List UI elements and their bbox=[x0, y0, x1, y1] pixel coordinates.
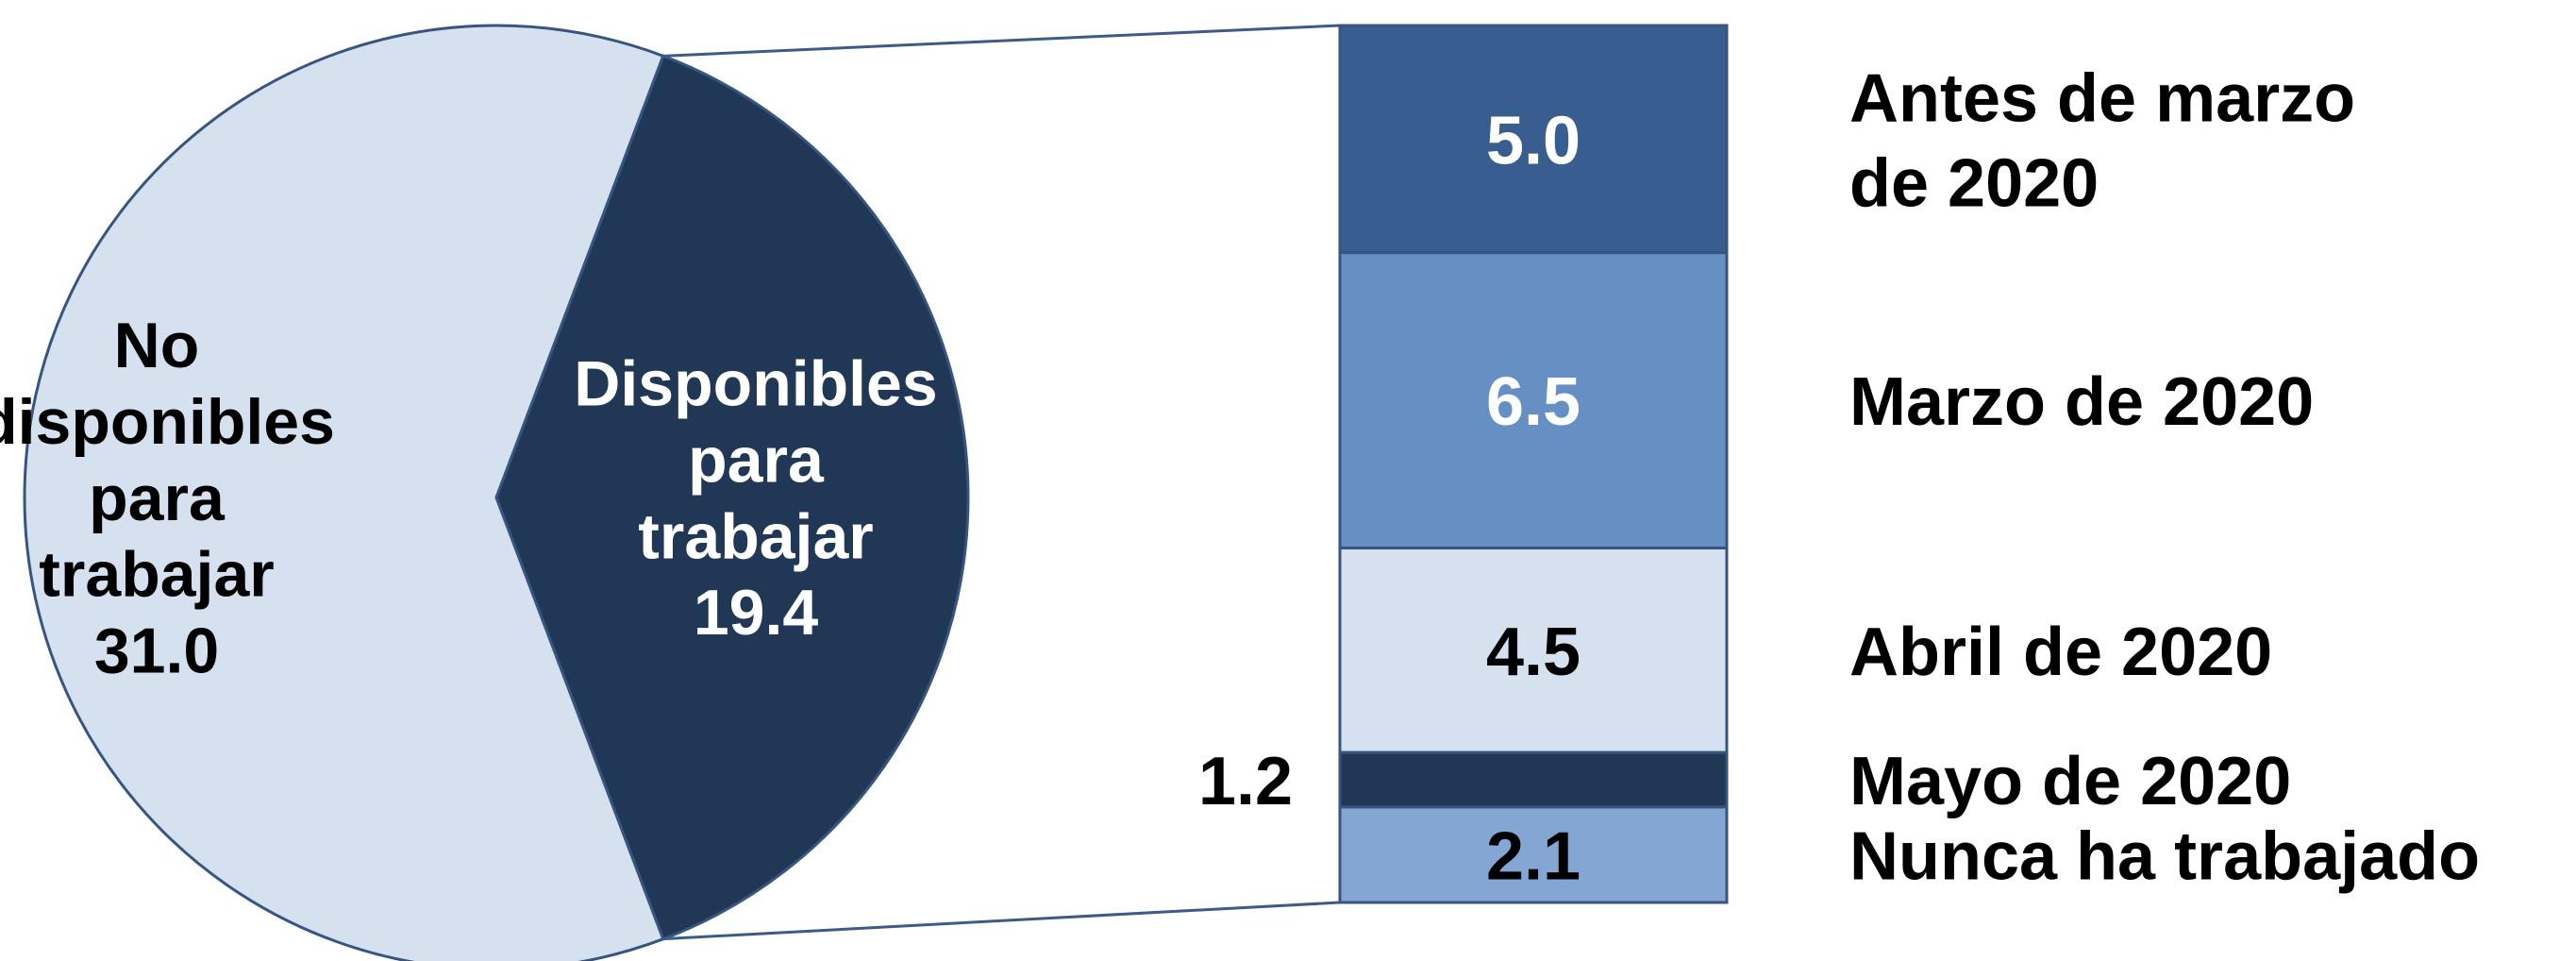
bar-segment-antes-de-marzo-de-2020 bbox=[1338, 24, 1729, 255]
pie: No disponibles para trabajar 31.0 Disponibles… bbox=[0, 24, 970, 961]
pie-slice-no-disponibles-para-trabajar bbox=[23, 24, 665, 961]
pie-label-no-disponibles-para-trabajar: No disponibles para trabajar 31.0 bbox=[0, 310, 335, 687]
bar-labels: Antes de marzo de 2020 Marzo de 2020 Abril … bbox=[1849, 60, 2480, 894]
bar-value-marzo-de-2020: 6.5 bbox=[1486, 364, 1581, 440]
stacked-bar: 5.0 6.5 4.5 1.2 2.1 bbox=[1198, 24, 1729, 904]
bar-value-nunca-ha-trabajado: 2.1 bbox=[1486, 818, 1581, 894]
bar-label-mayo-de-2020: Mayo de 2020 bbox=[1849, 744, 2291, 819]
bar-value-abril-de-2020: 4.5 bbox=[1486, 615, 1581, 690]
bar-segment-marzo-de-2020 bbox=[1338, 251, 1729, 550]
pie-slice-disponibles-para-trabajar bbox=[494, 54, 970, 941]
bar-segment-nunca-ha-trabajado bbox=[1338, 805, 1729, 904]
bar-value-antes-de-marzo-de-2020: 5.0 bbox=[1486, 103, 1581, 178]
connector-line-bottom bbox=[662, 901, 1341, 941]
bar-value-mayo-de-2020: 1.2 bbox=[1198, 744, 1293, 819]
bar-label-nunca-ha-trabajado: Nunca ha trabajado bbox=[1849, 818, 2480, 894]
pie-label-disponibles-para-trabajar: Disponibles para trabajar 19.4 bbox=[574, 347, 937, 649]
bar-label-abril-de-2020: Abril de 2020 bbox=[1849, 615, 2272, 690]
connector-line-top bbox=[662, 24, 1341, 58]
connector-lines bbox=[662, 24, 1341, 941]
bar-segment-mayo-de-2020 bbox=[1338, 750, 1729, 809]
bar-label-marzo-de-2020: Marzo de 2020 bbox=[1849, 364, 2314, 440]
bar-label-antes-de-marzo-de-2020: Antes de marzo de 2020 bbox=[1849, 60, 2355, 221]
bar-segment-abril-de-2020 bbox=[1338, 547, 1729, 754]
